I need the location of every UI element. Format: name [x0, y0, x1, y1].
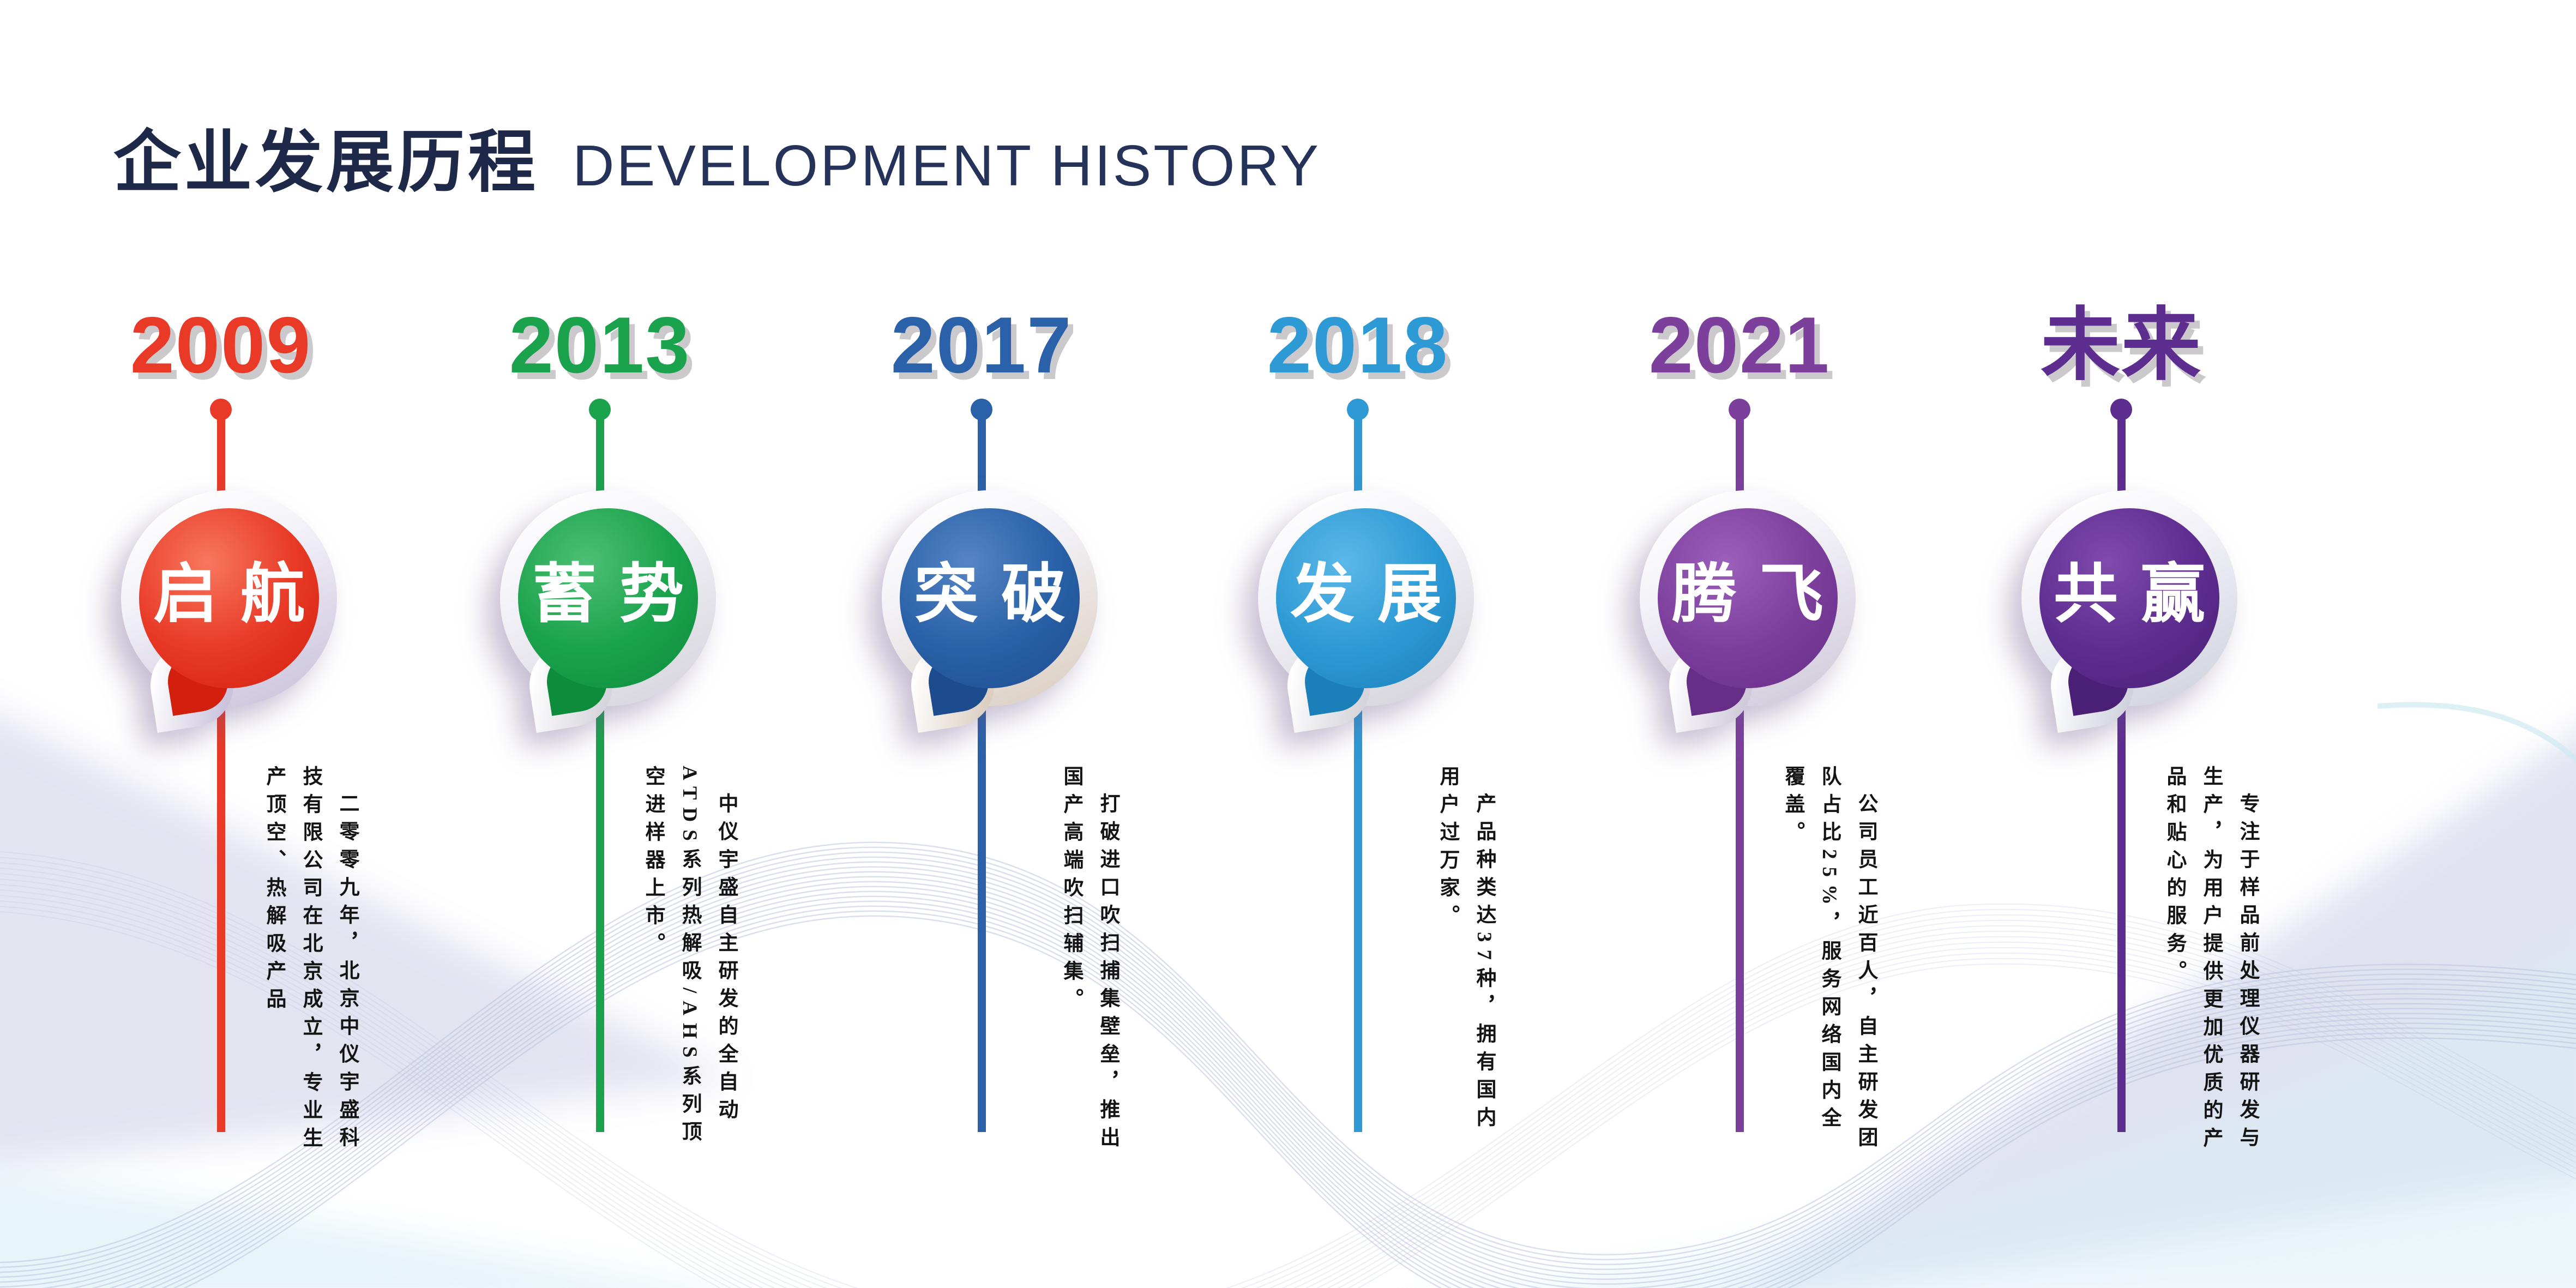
bubble-keyword: 腾飞 [1671, 558, 1846, 630]
speech-bubble: 蓄势 [500, 490, 716, 796]
bubble-fill [2039, 508, 2219, 688]
year-label: 2009 [130, 300, 312, 389]
milestone-description: 公司员工近百人，自主研发团队占比25%，服务网络国内全覆盖。 [1781, 766, 1877, 1154]
milestone-description: 二零零九年，北京中仪宇盛科技有限公司在北京成立，专业生产顶空、热解吸产品 [263, 766, 358, 1155]
bubble-keyword: 共赢 [2053, 558, 2228, 630]
year-label: 2018 [1267, 300, 1449, 389]
bubble-keyword: 突破 [913, 558, 1088, 630]
bubble-keyword: 蓄势 [532, 558, 707, 630]
speech-bubble: 发展 [1258, 490, 1474, 796]
bubble-fill [1276, 508, 1456, 688]
lavender-band-left [0, 714, 736, 1169]
timeline-dot [210, 399, 232, 420]
page-title-english: DEVELOPMENT HISTORY [573, 134, 1321, 198]
timeline-dot [589, 399, 611, 420]
timeline-dot [1347, 399, 1369, 420]
timeline-dot [2110, 399, 2132, 420]
speech-bubble: 共赢 [2021, 490, 2237, 796]
speech-bubble: 腾飞 [1640, 490, 1856, 796]
bubble-keyword: 启航 [153, 558, 328, 630]
milestone-description: 中仪宇盛自主研发的全自动ATDS系列热解吸/AHS系列顶空进样器上市。 [642, 766, 737, 1149]
bubble-fill [1658, 508, 1838, 688]
bubble-fill [900, 508, 1080, 688]
cyan-arc-right [2377, 702, 2576, 763]
bubble-fill [139, 508, 319, 688]
cyan-band-bottom-right [1521, 938, 2576, 1288]
speech-bubble: 启航 [121, 490, 337, 796]
speech-bubble: 突破 [882, 490, 1098, 796]
bubble-fill [518, 508, 698, 688]
year-label: 2013 [509, 300, 691, 389]
milestone-description: 专注于样品前处理仪器研发与生产，为用户提供更加优质的产品和贴心的服务。 [2163, 766, 2259, 1155]
milestone-description: 打破进口吹扫捕集壁垒，推出国产高端吹扫辅集。 [1060, 766, 1119, 1154]
timeline-dot [1729, 399, 1750, 420]
page-title: 企业发展历程 DEVELOPMENT HISTORY [113, 107, 1321, 205]
milestone-description: 产品种类达37种，拥有国内用户过万家。 [1436, 766, 1495, 1134]
page-title-chinese: 企业发展历程 [113, 125, 539, 200]
timeline-dot [971, 399, 992, 420]
year-label: 2021 [1648, 300, 1831, 389]
year-label: 未来 [2041, 300, 2202, 389]
year-label: 2017 [890, 300, 1073, 389]
bubble-keyword: 发展 [1290, 558, 1465, 630]
